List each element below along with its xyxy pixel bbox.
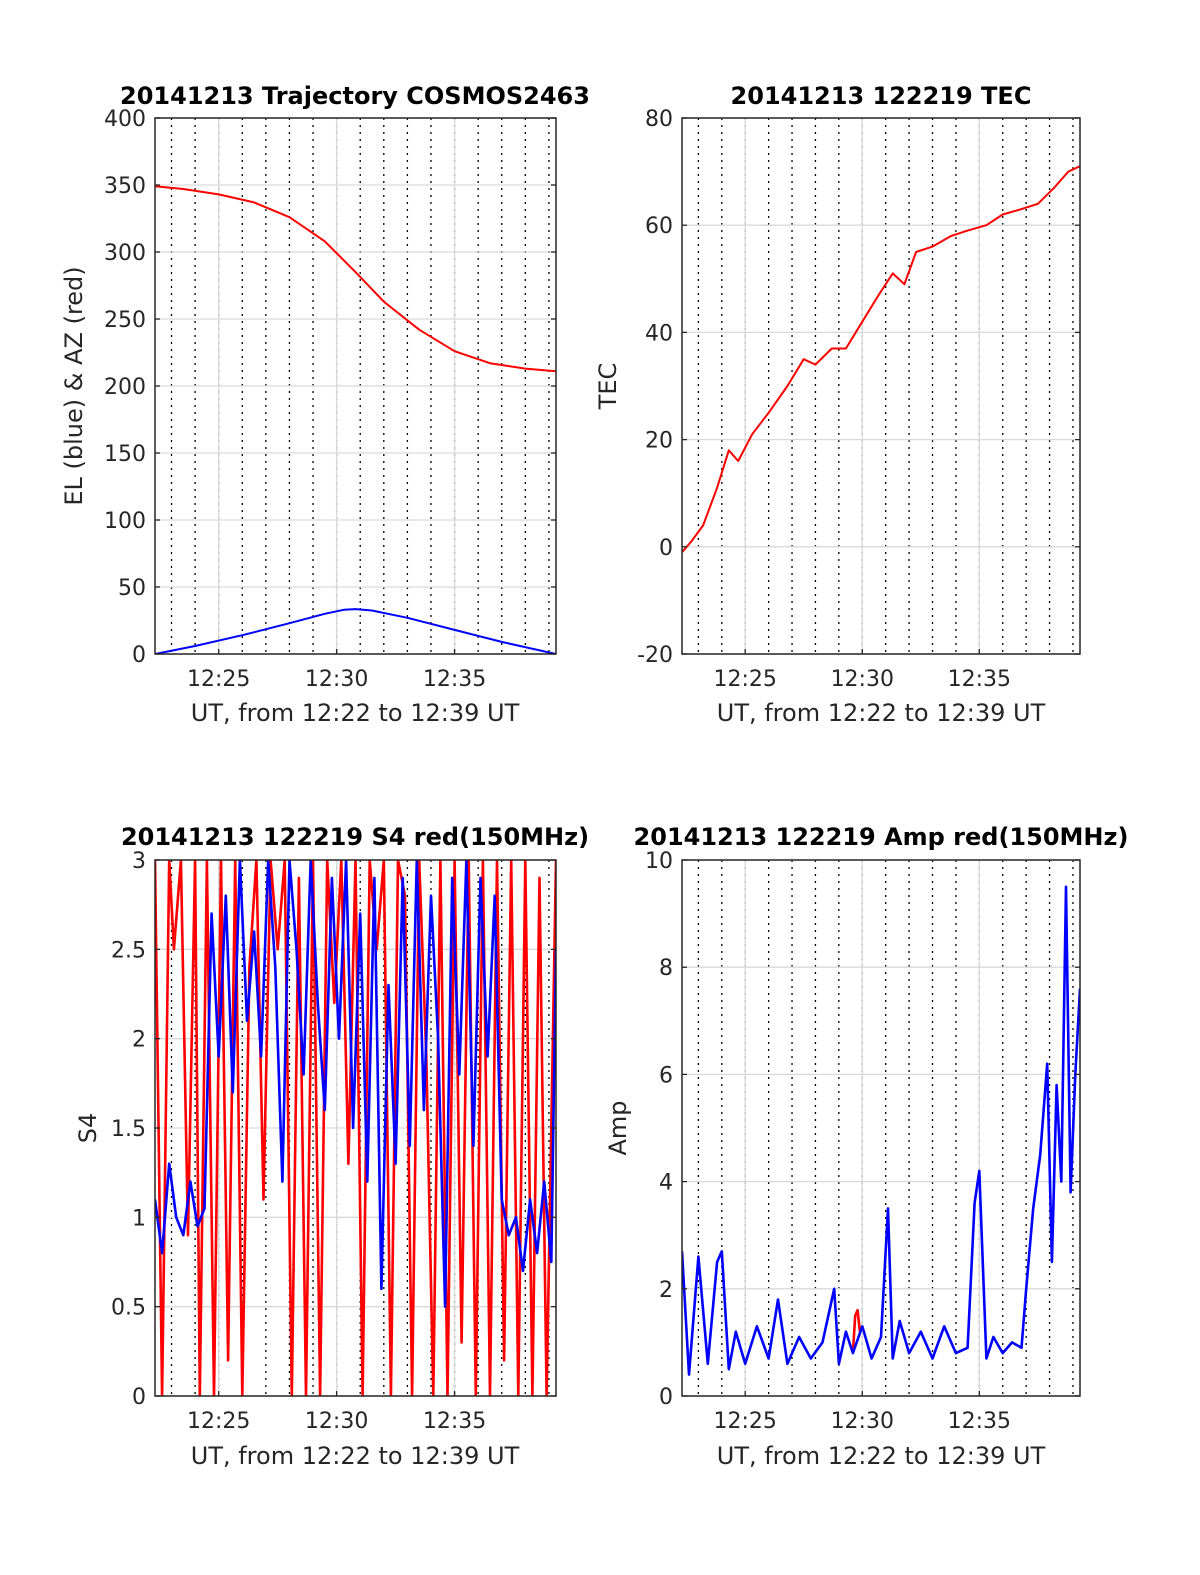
- tec-y-tick-label: 0: [659, 536, 673, 561]
- s4-y-tick-label: 1.5: [111, 1117, 146, 1142]
- trajectory-ylabel: EL (blue) & AZ (red): [60, 266, 88, 505]
- tec-panel: -20 0 20 40 60 80 12:25 12:30 12:35 20141213 1222…: [594, 82, 1081, 727]
- s4-panel: 0 0.5 1 1.5 2 2.5 3 12:25 12:30 12:35 20141213 122…: [74, 823, 589, 1470]
- trajectory-x-tick-label: 12:30: [305, 667, 368, 692]
- trajectory-y-tick-label: 350: [104, 174, 146, 199]
- tec-ylabel: TEC: [594, 363, 622, 411]
- tec-x-tick-label: 12:35: [948, 667, 1011, 692]
- amp-y-tick-label: 8: [659, 956, 673, 981]
- trajectory-y-tick-label: 150: [104, 442, 146, 467]
- amp-axes-frame: [681, 859, 1081, 1397]
- s4-y-tick-label: 1: [132, 1206, 146, 1231]
- amp-ylabel: Amp: [604, 1100, 632, 1155]
- trajectory-y-tick-label: 50: [118, 576, 146, 601]
- trajectory-y-tick-label: 250: [104, 308, 146, 333]
- amp-x-tick-label: 12:30: [831, 1409, 894, 1434]
- s4-y-tick-label: 0: [132, 1385, 146, 1410]
- s4-x-tick-label: 12:35: [423, 1409, 486, 1434]
- tec-title: 20141213 122219 TEC: [731, 82, 1032, 110]
- s4-x-tick-label: 12:30: [305, 1409, 368, 1434]
- trajectory-y-tick-label: 400: [104, 107, 146, 132]
- trajectory-xlabel: UT, from 12:22 to 12:39 UT: [191, 699, 520, 727]
- amp-x-tick-label: 12:35: [948, 1409, 1011, 1434]
- s4-series-blue: [155, 860, 556, 1308]
- trajectory-title: 20141213 Trajectory COSMOS2463: [120, 82, 590, 110]
- amp-panel: 0 2 4 6 8 10 12:25 12:30 12:35 20141213 122219 Am…: [604, 823, 1128, 1470]
- s4-y-tick-label: 3: [132, 849, 146, 874]
- trajectory-y-tick-label: 0: [132, 643, 146, 668]
- s4-title: 20141213 122219 S4 red(150MHz): [121, 823, 589, 851]
- amp-y-tick-label: 6: [659, 1063, 673, 1088]
- trajectory-y-tick-label: 100: [104, 509, 146, 534]
- s4-y-tick-label: 2: [132, 1028, 146, 1053]
- tec-y-tick-label: -20: [637, 643, 673, 668]
- amp-series-blue: [682, 885, 1080, 1376]
- amp-y-tick-label: 10: [645, 849, 673, 874]
- trajectory-y-tick-label: 300: [104, 241, 146, 266]
- s4-y-tick-label: 2.5: [111, 938, 146, 963]
- tec-plot-area: [682, 118, 1080, 654]
- trajectory-x-tick-label: 12:35: [423, 667, 486, 692]
- tec-series-red: [682, 165, 1080, 553]
- amp-plot-area: [682, 860, 1080, 1396]
- trajectory-series-red: [155, 185, 556, 373]
- trajectory-y-tick-label: 200: [104, 375, 146, 400]
- s4-ylabel: S4: [74, 1113, 102, 1144]
- s4-x-tick-label: 12:25: [187, 1409, 250, 1434]
- amp-xlabel: UT, from 12:22 to 12:39 UT: [717, 1442, 1046, 1470]
- amp-title: 20141213 122219 Amp red(150MHz): [634, 823, 1129, 851]
- tec-y-tick-label: 40: [645, 321, 673, 346]
- amp-y-tick-label: 0: [659, 1385, 673, 1410]
- s4-xlabel: UT, from 12:22 to 12:39 UT: [191, 1442, 520, 1470]
- amp-series-red: [851, 1308, 862, 1354]
- amp-x-tick-label: 12:25: [714, 1409, 777, 1434]
- tec-y-tick-label: 60: [645, 214, 673, 239]
- trajectory-panel: 0 50 100 150 200 250 300 350 400 12:25 12:30 12:35 2…: [60, 82, 590, 727]
- s4-series-red: [155, 860, 556, 1396]
- tec-axes-frame: [681, 117, 1081, 655]
- amp-y-tick-label: 2: [659, 1278, 673, 1303]
- trajectory-x-tick-label: 12:25: [187, 667, 250, 692]
- amp-y-tick-label: 4: [659, 1171, 673, 1196]
- tec-y-tick-label: 80: [645, 107, 673, 132]
- tec-xlabel: UT, from 12:22 to 12:39 UT: [717, 699, 1046, 727]
- tec-x-tick-label: 12:30: [831, 667, 894, 692]
- s4-y-tick-label: 0.5: [111, 1296, 146, 1321]
- trajectory-series-blue: [155, 608, 556, 654]
- tec-y-tick-label: 20: [645, 429, 673, 454]
- tec-x-tick-label: 12:25: [714, 667, 777, 692]
